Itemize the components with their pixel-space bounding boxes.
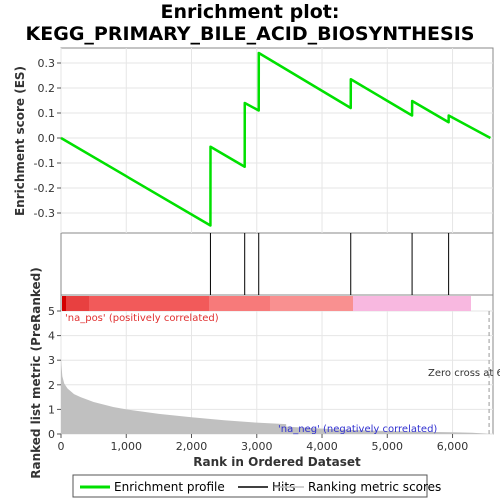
metric-x-tick-label: 6,000 — [437, 440, 469, 453]
color-bar-segment-1 — [62, 296, 66, 311]
metric-y-tick-label: 3 — [48, 354, 55, 367]
es-grid — [60, 48, 493, 233]
metric-y-tick-label: 1 — [48, 403, 55, 416]
es-y-tick-label: -0.2 — [34, 182, 55, 195]
es-y-ticks: -0.3 -0.2 -0.1 0.0 0.1 0.2 0.3 — [34, 57, 61, 220]
es-y-axis-label: Enrichment score (ES) — [13, 66, 27, 216]
metric-y-tick-label: 5 — [48, 305, 55, 318]
es-y-tick-label: 0.3 — [38, 57, 56, 70]
zero-cross-label: Zero cross at 6 — [428, 368, 500, 379]
es-series-line — [60, 51, 491, 227]
metric-x-tick-label: 2,000 — [176, 440, 208, 453]
metric-x-tick-label: 5,000 — [372, 440, 404, 453]
es-y-tick-label: -0.1 — [34, 157, 55, 170]
metric-y-tick-label: 4 — [48, 330, 55, 343]
metric-x-tick-label: 3,000 — [241, 440, 273, 453]
metric-area-fill — [61, 358, 490, 434]
metric-area — [61, 358, 490, 434]
positive-correlation-label: 'na_pos' (positively correlated) — [65, 313, 219, 324]
color-bar-segment-3 — [89, 296, 209, 311]
negative-correlation-label: 'na_neg' (negatively correlated) — [278, 424, 437, 435]
metric-y-tick-label: 0 — [48, 428, 55, 441]
legend-metric-label: Ranking metric scores — [308, 480, 441, 494]
es-line-group — [60, 51, 491, 227]
legend-es-label: Enrichment profile — [114, 480, 225, 494]
metric-x-tick-label: 1,000 — [111, 440, 143, 453]
color-bar-segment-4 — [209, 296, 270, 311]
es-y-tick-label: 0.2 — [38, 82, 56, 95]
metric-x-axis-label: Rank in Ordered Dataset — [193, 455, 361, 469]
legend-frame — [72, 474, 428, 498]
rank-color-bar — [62, 296, 471, 311]
plot-title-line1: Enrichment plot: — [161, 1, 340, 23]
hit-lines — [209, 233, 450, 295]
plot-title-line2: KEGG_PRIMARY_BILE_ACID_BIOSYNTHESIS — [26, 23, 475, 45]
color-bar-segment-2 — [66, 296, 89, 311]
metric-x-tick-label: 4,000 — [306, 440, 338, 453]
es-y-tick-label: 0.0 — [38, 132, 56, 145]
metric-y-ticks: 0 1 2 3 4 5 — [48, 305, 61, 441]
metric-x-tick-label: 0 — [58, 440, 65, 453]
metric-x-ticks: 0 1,000 2,000 3,000 4,000 5,000 6,000 — [58, 434, 469, 453]
color-bar-segment-6 — [353, 296, 471, 311]
metric-y-tick-label: 2 — [48, 379, 55, 392]
color-bar-segment-5 — [270, 296, 353, 311]
es-y-tick-label: -0.3 — [34, 207, 55, 220]
metric-y-axis-label: Ranked list metric (PreRanked) — [29, 267, 43, 479]
es-y-tick-label: 0.1 — [38, 107, 56, 120]
legend: Enrichment profile Hits Ranking metric s… — [72, 474, 441, 498]
